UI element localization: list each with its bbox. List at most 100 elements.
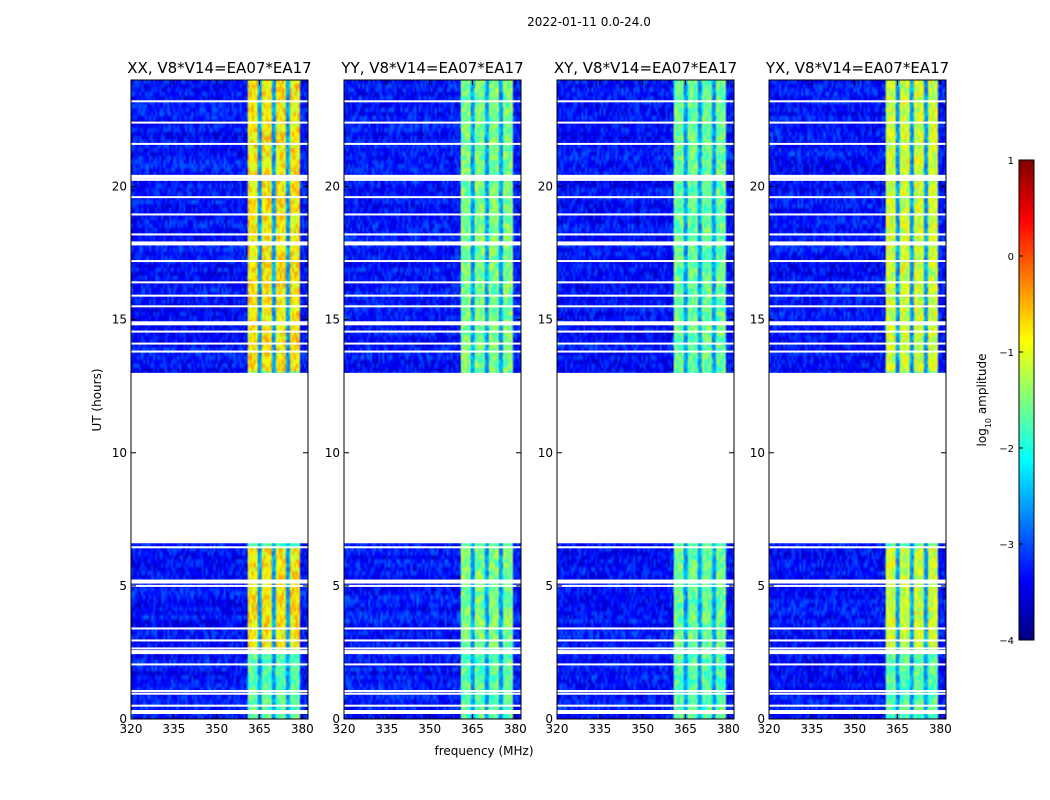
x-tick-label: 365	[674, 722, 697, 736]
flagged-row	[557, 294, 734, 297]
flagged-row	[557, 174, 734, 179]
flagged-row	[344, 650, 521, 655]
x-tick-label: 365	[248, 722, 271, 736]
flagged-row	[769, 241, 946, 246]
flagged-row	[769, 305, 946, 308]
x-tick-label: 365	[461, 722, 484, 736]
flagged-row	[344, 690, 521, 693]
flagged-row	[557, 281, 734, 284]
flagged-row	[769, 196, 946, 199]
panel-yx: YX, V8*V14=EA07*EA17 320 335 350 365 380 0 5 10 1…	[750, 59, 952, 736]
x-tick-label: 335	[588, 722, 611, 736]
flagged-row	[769, 350, 946, 353]
figure-title: 2022-01-11 0.0-24.0	[527, 15, 651, 29]
y-tick-label: 0	[332, 712, 340, 726]
y-tick-label: 5	[757, 579, 765, 593]
colorbar-tick-label: 0	[1008, 252, 1014, 263]
x-tick-label: 320	[120, 722, 143, 736]
x-tick-label: 380	[929, 722, 952, 736]
panel-xy: XY, V8*V14=EA07*EA17 320 335 350 365 380 0 5 10 1…	[538, 59, 740, 736]
colorbar-tick-label: −2	[999, 444, 1014, 455]
flagged-row	[769, 330, 946, 333]
flagged-row	[769, 639, 946, 642]
y-tick-label: 20	[750, 180, 765, 194]
colorbar-tick-label: −1	[999, 348, 1014, 359]
flagged-row	[131, 142, 308, 145]
flagged-row	[131, 196, 308, 199]
flagged-row	[557, 710, 734, 715]
flagged-row	[769, 704, 946, 707]
panel-title: XX, V8*V14=EA07*EA17	[127, 59, 311, 77]
flagged-row	[769, 710, 946, 715]
x-tick-label: 380	[504, 722, 527, 736]
flagged-row	[344, 627, 521, 630]
flagged-row	[131, 321, 308, 326]
flagged-row	[769, 647, 946, 650]
flagged-row	[557, 241, 734, 246]
flagged-row	[557, 178, 734, 181]
flagged-row	[557, 305, 734, 308]
flagged-row	[344, 350, 521, 353]
x-tick-label: 380	[291, 722, 314, 736]
flagged-row	[344, 342, 521, 345]
flagged-row	[344, 579, 521, 584]
flagged-row	[131, 584, 308, 587]
flagged-row	[344, 174, 521, 179]
flagged-row	[131, 342, 308, 345]
flagged-row	[344, 321, 521, 326]
flagged-row	[557, 142, 734, 145]
flagged-row	[769, 213, 946, 216]
flagged-row	[769, 260, 946, 263]
y-tick-label: 15	[112, 313, 127, 327]
colorbar-tick-label: −3	[999, 540, 1014, 551]
flagged-row	[769, 584, 946, 587]
data-gap	[557, 372, 734, 544]
x-tick-label: 335	[375, 722, 398, 736]
flagged-row	[557, 546, 734, 549]
flagged-row	[344, 330, 521, 333]
colorbar-gradient	[1018, 159, 1035, 641]
x-tick-label: 350	[843, 722, 866, 736]
flagged-row	[344, 100, 521, 103]
y-tick-label: 20	[325, 180, 340, 194]
flagged-row	[769, 321, 946, 326]
x-tick-label: 320	[758, 722, 781, 736]
flagged-row	[131, 330, 308, 333]
flagged-row	[769, 178, 946, 181]
y-tick-label: 5	[332, 579, 340, 593]
flagged-row	[557, 121, 734, 124]
colorbar-tick-label: 1	[1008, 156, 1014, 167]
flagged-row	[557, 647, 734, 650]
flagged-row	[769, 650, 946, 655]
flagged-row	[344, 121, 521, 124]
plot-frame	[130, 79, 309, 720]
x-tick-label: 320	[546, 722, 569, 736]
panel-xx: XX, V8*V14=EA07*EA17 320 335 350 365 380 0 5 10 1…	[112, 59, 314, 736]
flagged-row	[557, 100, 734, 103]
flagged-row	[131, 690, 308, 693]
flagged-row	[344, 710, 521, 715]
flagged-row	[344, 663, 521, 666]
x-tick-label: 320	[333, 722, 356, 736]
flagged-row	[131, 710, 308, 715]
data-gap	[344, 372, 521, 544]
panels: XX, V8*V14=EA07*EA17 320 335 350 365 380 0 5 10 1…	[112, 59, 952, 736]
flagged-row	[131, 650, 308, 655]
flagged-row	[131, 233, 308, 236]
flagged-row	[131, 305, 308, 308]
flagged-row	[557, 663, 734, 666]
y-tick-label: 20	[112, 180, 127, 194]
x-tick-label: 335	[800, 722, 823, 736]
flagged-row	[344, 213, 521, 216]
y-tick-label: 0	[119, 712, 127, 726]
flagged-row	[769, 294, 946, 297]
flagged-row	[344, 294, 521, 297]
colorbar-tick-label: −4	[999, 636, 1014, 647]
flagged-row	[344, 584, 521, 587]
flagged-row	[344, 639, 521, 642]
x-tick-label: 380	[717, 722, 740, 736]
y-tick-label: 10	[538, 446, 553, 460]
flagged-row	[344, 281, 521, 284]
